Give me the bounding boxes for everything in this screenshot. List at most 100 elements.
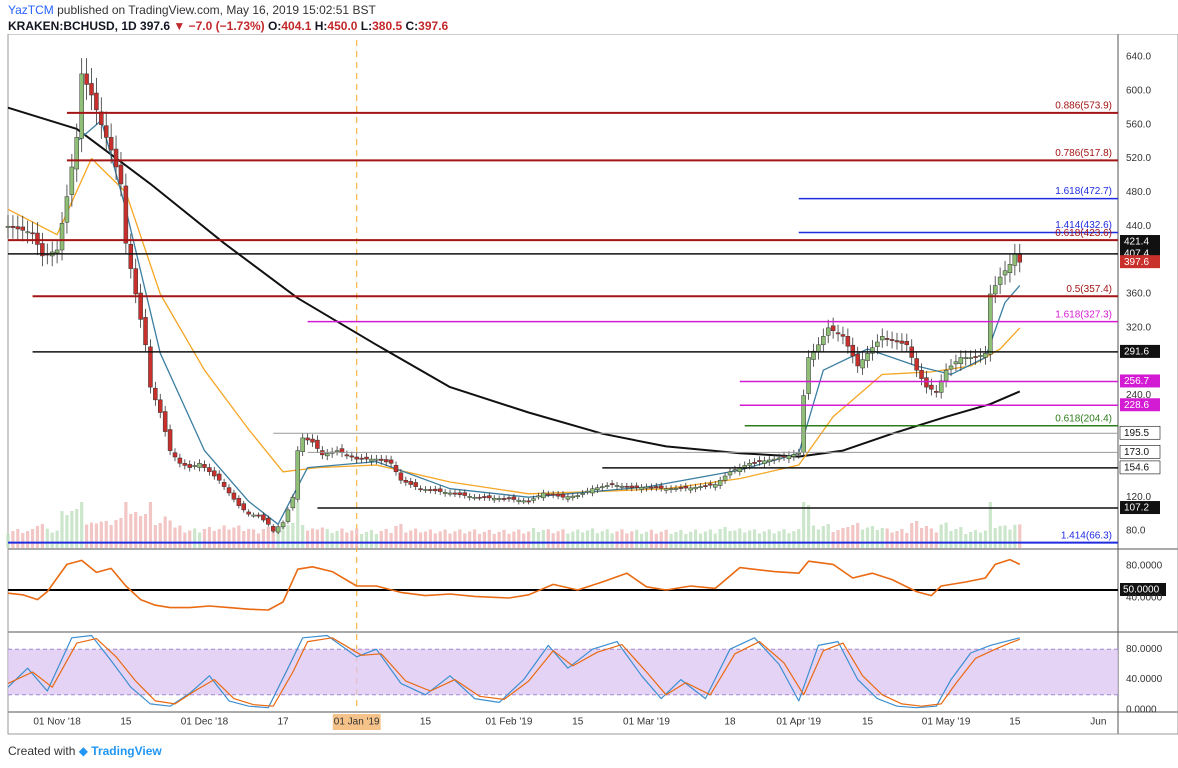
volume-bar bbox=[65, 515, 69, 548]
volume-bar bbox=[517, 529, 521, 548]
candle-body bbox=[639, 487, 644, 490]
candle-body bbox=[546, 493, 551, 496]
volume-series bbox=[6, 502, 1022, 548]
candle-body bbox=[919, 369, 924, 379]
volume-bar bbox=[664, 529, 668, 548]
candle-body bbox=[344, 454, 350, 457]
time-axis-tick: 01 Mar '19 bbox=[623, 717, 670, 728]
candle-body bbox=[187, 464, 192, 468]
volume-bar bbox=[679, 529, 683, 548]
low-prefix: L: bbox=[360, 19, 373, 33]
candle-body bbox=[752, 462, 757, 464]
volume-bar bbox=[507, 533, 511, 548]
chart-area[interactable]: 640.0 600.0 560.0 520.0 480.0 440.0 360.0 320.0… bbox=[0, 34, 1178, 738]
volume-bar bbox=[45, 528, 49, 548]
volume-bar bbox=[384, 529, 388, 548]
candle-body bbox=[550, 493, 556, 496]
volume-bar bbox=[939, 524, 943, 548]
volume-bar bbox=[733, 530, 737, 548]
author-link[interactable]: YazTCM bbox=[8, 3, 54, 17]
volume-bar bbox=[713, 533, 717, 548]
time-axis-tick: 15 bbox=[1009, 717, 1021, 728]
candle-body bbox=[354, 456, 359, 460]
volume-bar bbox=[743, 532, 747, 548]
candle-body bbox=[845, 336, 851, 347]
level-label: 0.786(517.8) bbox=[1055, 148, 1112, 159]
volume-bar bbox=[89, 522, 94, 548]
candle-body bbox=[398, 472, 404, 481]
candle-body bbox=[10, 226, 16, 228]
volume-bar bbox=[158, 523, 162, 548]
candle-body bbox=[315, 439, 320, 449]
axis-price-badge bbox=[1120, 398, 1160, 412]
stoch-overbought-band bbox=[8, 649, 1118, 695]
candle-body bbox=[148, 346, 153, 388]
footer: Created with ◆ TradingView bbox=[8, 744, 162, 758]
volume-bar bbox=[610, 533, 614, 548]
volume-bar bbox=[26, 531, 30, 548]
candle-body bbox=[988, 293, 993, 355]
candle-body bbox=[693, 486, 698, 490]
price-axis-tick: 240.0 bbox=[1126, 390, 1151, 401]
volume-bar bbox=[527, 531, 531, 548]
stoch-d-line bbox=[7, 637, 1021, 707]
candle-body bbox=[59, 223, 65, 251]
volume-bar bbox=[232, 527, 236, 548]
axis-price-badge-text: 154.6 bbox=[1124, 463, 1149, 474]
volume-bar bbox=[684, 533, 688, 548]
volume-bar bbox=[350, 530, 354, 548]
tradingview-brand[interactable]: TradingView bbox=[91, 744, 162, 758]
axis-price-badge bbox=[1120, 501, 1160, 515]
candle-body bbox=[192, 465, 197, 467]
level-label: 1.618(472.7) bbox=[1055, 186, 1112, 197]
candle-body bbox=[467, 496, 472, 498]
volume-bar bbox=[296, 502, 300, 548]
volume-bar bbox=[959, 527, 963, 548]
volume-bar bbox=[576, 529, 580, 548]
volume-bar bbox=[905, 533, 909, 548]
rsi-axis-tick: 80.0000 bbox=[1126, 561, 1163, 572]
volume-bar bbox=[256, 533, 261, 548]
candle-body bbox=[668, 488, 674, 491]
candle-body bbox=[830, 325, 836, 331]
volume-bar bbox=[581, 532, 585, 548]
volume-bar bbox=[94, 523, 99, 548]
candle-body bbox=[256, 514, 261, 517]
candle-body bbox=[717, 480, 723, 486]
volume-bar bbox=[615, 531, 619, 548]
candle-body bbox=[943, 369, 949, 382]
candle-body bbox=[261, 514, 266, 521]
volume-bar bbox=[16, 529, 20, 548]
candle-body bbox=[644, 486, 649, 489]
candle-body bbox=[74, 137, 80, 170]
volume-bar bbox=[738, 528, 742, 548]
price-pane[interactable] bbox=[8, 40, 1118, 548]
candle-body bbox=[821, 336, 826, 346]
volume-bar bbox=[217, 529, 221, 548]
volume-bar bbox=[649, 529, 654, 548]
volume-bar bbox=[345, 532, 349, 548]
candle-body bbox=[555, 493, 561, 497]
volume-bar bbox=[492, 533, 496, 548]
volume-bar bbox=[438, 531, 442, 548]
level-label: 0.618(204.4) bbox=[1055, 413, 1112, 424]
volume-bar bbox=[6, 534, 10, 548]
created-with-label: Created with bbox=[8, 744, 76, 758]
candle-body bbox=[614, 485, 620, 487]
volume-bar bbox=[964, 534, 968, 548]
volume-bar bbox=[237, 525, 241, 548]
time-axis-tick: 15 bbox=[862, 717, 874, 728]
volume-bar bbox=[266, 527, 270, 548]
candle-body bbox=[84, 73, 89, 85]
candle-body bbox=[428, 489, 433, 491]
time-axis-tick: 01 May '19 bbox=[922, 717, 971, 728]
volume-bar bbox=[698, 533, 703, 548]
rsi-reference-badge bbox=[1120, 583, 1166, 596]
candle-body bbox=[850, 344, 856, 357]
stoch-k-line bbox=[7, 634, 1020, 709]
candle-body bbox=[884, 338, 890, 340]
candle-body bbox=[575, 495, 580, 497]
rsi-axis-tick: 40.0000 bbox=[1126, 593, 1163, 604]
candle-body bbox=[1007, 264, 1013, 273]
level-label: 0.886(573.9) bbox=[1055, 101, 1112, 112]
